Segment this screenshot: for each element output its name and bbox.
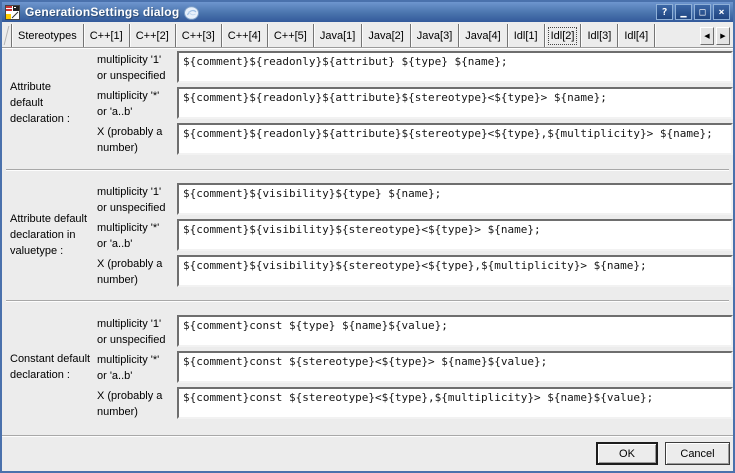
- group-separator: [6, 169, 729, 171]
- tab-cpp4[interactable]: C++[4]: [220, 24, 267, 47]
- valuetype-attr-decl-multN-input[interactable]: ${comment}${visibility}${stereotype}<${t…: [177, 219, 733, 251]
- cancel-button[interactable]: Cancel: [665, 442, 730, 465]
- tab-scroll-right-button[interactable]: ▶: [716, 26, 730, 45]
- button-area-separator: [2, 435, 733, 437]
- tab-bar-edge-decoration: [2, 24, 11, 47]
- window-controls: ? ▁ □ ×: [656, 4, 730, 20]
- tab-java3[interactable]: Java[3]: [409, 24, 458, 47]
- session-icon: [184, 5, 200, 20]
- row-label-multiplicity-1: multiplicity '1' or unspecified: [97, 186, 166, 214]
- attr-decl-multN-input[interactable]: ${comment}${readonly}${attribute}${stere…: [177, 87, 733, 119]
- row-label-multiplicity-1: multiplicity '1' or unspecified: [97, 54, 166, 82]
- row-label-multiplicity-star: multiplicity '*' or 'a..b': [97, 222, 160, 250]
- attr-decl-mult1-input[interactable]: ${comment}${readonly}${attribut} ${type}…: [177, 51, 733, 83]
- tab-java2[interactable]: Java[2]: [361, 24, 409, 47]
- tab-idl3[interactable]: Idl[3]: [580, 24, 617, 47]
- window-title: GenerationSettings dialog: [25, 5, 180, 19]
- row-label-multiplicity-star: multiplicity '*' or 'a..b': [97, 354, 160, 382]
- ok-button[interactable]: OK: [596, 442, 658, 465]
- tab-idl1[interactable]: Idl[1]: [506, 24, 544, 47]
- tab-stereotypes[interactable]: Stereotypes: [11, 24, 83, 47]
- tab-cpp2[interactable]: C++[2]: [128, 24, 175, 47]
- maximize-button[interactable]: □: [694, 4, 711, 20]
- const-decl-mult1-input[interactable]: ${comment}const ${type} ${name}${value};: [177, 315, 733, 347]
- const-decl-multX-input[interactable]: ${comment}const ${stereotype}<${type},${…: [177, 387, 733, 419]
- tab-idl4[interactable]: Idl[4]: [617, 24, 654, 47]
- attr-decl-multX-input[interactable]: ${comment}${readonly}${attribute}${stere…: [177, 123, 733, 155]
- left-arrow-icon: ◀: [704, 32, 710, 40]
- tab-scroll-left-button[interactable]: ◀: [700, 26, 714, 45]
- group-separator: [6, 300, 729, 302]
- row-label-multiplicity-x: X (probably a number): [97, 390, 163, 418]
- row-label-multiplicity-x: X (probably a number): [97, 126, 163, 154]
- const-decl-multN-input[interactable]: ${comment}const ${stereotype}<${type}> $…: [177, 351, 733, 383]
- app-icon: [5, 4, 20, 20]
- tab-java1[interactable]: Java[1]: [312, 24, 361, 47]
- title-bar[interactable]: GenerationSettings dialog ? ▁ □ ×: [2, 2, 733, 22]
- tab-cpp3[interactable]: C++[3]: [174, 24, 221, 47]
- tab-idl2[interactable]: Idl[2]: [543, 24, 581, 47]
- row-label-multiplicity-x: X (probably a number): [97, 258, 163, 286]
- group-label-valuetype-attribute-declaration: Attribute default declaration in valuety…: [10, 213, 88, 257]
- valuetype-attr-decl-multX-input[interactable]: ${comment}${visibility}${stereotype}<${t…: [177, 255, 733, 287]
- right-arrow-icon: ▶: [720, 32, 726, 40]
- tab-java4[interactable]: Java[4]: [458, 24, 506, 47]
- row-label-multiplicity-star: multiplicity '*' or 'a..b': [97, 90, 160, 118]
- tab-scroll-buttons: ◀ ▶: [700, 24, 733, 47]
- tab-separator: [654, 24, 657, 47]
- minimize-button[interactable]: ▁: [675, 4, 692, 20]
- help-button[interactable]: ?: [656, 4, 673, 20]
- tab-cpp1[interactable]: C++[1]: [82, 24, 129, 47]
- valuetype-attr-decl-mult1-input[interactable]: ${comment}${visibility}${type} ${name};: [177, 183, 733, 215]
- row-label-multiplicity-1: multiplicity '1' or unspecified: [97, 318, 166, 346]
- tab-cpp5[interactable]: C++[5]: [266, 24, 313, 47]
- tab-bar: Stereotypes C++[1] C++[2] C++[3] C++[4] …: [2, 24, 733, 48]
- close-button[interactable]: ×: [713, 4, 730, 20]
- group-label-constant-declaration: Constant default declaration :: [10, 353, 91, 381]
- group-label-attribute-declaration: Attribute default declaration :: [10, 81, 70, 125]
